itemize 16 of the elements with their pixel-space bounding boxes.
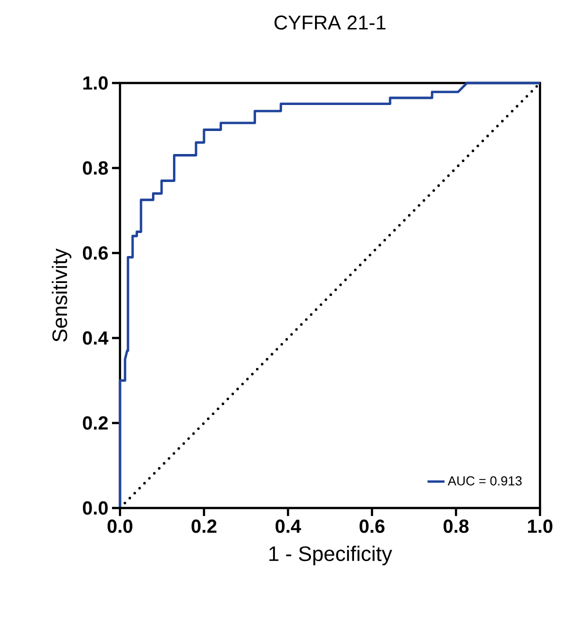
- x-tick-label: 0.2: [192, 520, 216, 533]
- y-tick-label: 0.2: [82, 416, 108, 430]
- y-tick-label: 0.0: [82, 501, 108, 515]
- x-tick-label: 0.0: [108, 520, 132, 533]
- x-tick-label: 1.0: [528, 520, 552, 533]
- chart-title: CYFRA 21-1: [274, 16, 386, 30]
- y-tick-label: 0.4: [82, 331, 108, 345]
- x-tick-label: 0.8: [444, 520, 469, 533]
- x-tick-label: 0.6: [360, 520, 384, 533]
- y-tick-label: 0.6: [82, 246, 108, 260]
- y-tick-label: 0.8: [82, 161, 108, 175]
- y-axis-title: Sensitivity: [52, 248, 72, 342]
- x-tick-label: 0.4: [276, 520, 302, 533]
- y-tick-label: 1.0: [83, 76, 108, 90]
- legend-label: AUC = 0.913: [448, 476, 522, 486]
- x-axis-title: 1 - Specificity: [269, 546, 392, 566]
